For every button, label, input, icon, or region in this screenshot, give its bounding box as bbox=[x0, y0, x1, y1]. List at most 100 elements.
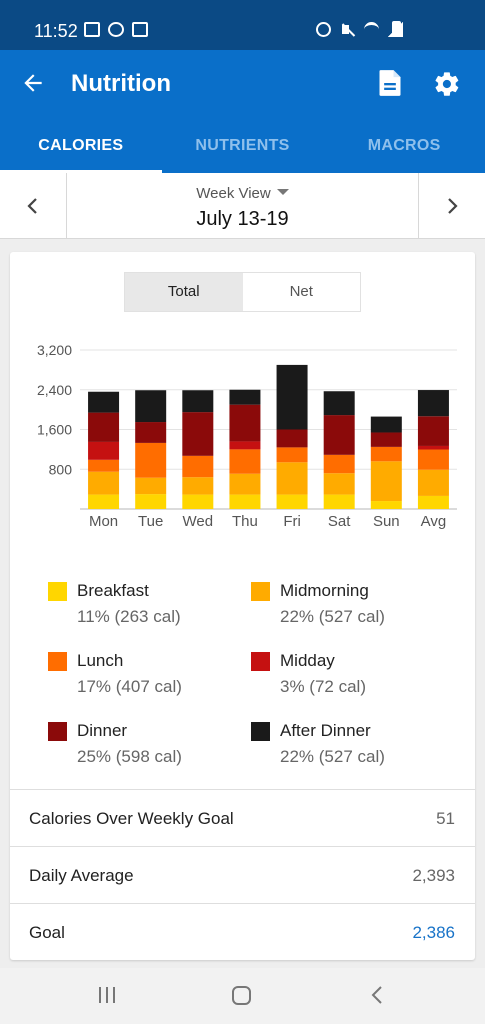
x-tick-label: Mon bbox=[89, 513, 118, 530]
system-nav-bar bbox=[0, 968, 485, 1024]
bar-segment bbox=[323, 454, 355, 474]
week-range: July 13-19 bbox=[196, 208, 289, 230]
toggle-net[interactable]: Net bbox=[289, 283, 313, 300]
notification-icons bbox=[84, 22, 148, 37]
tab-nutrients[interactable]: NUTRIENTS bbox=[195, 137, 290, 154]
legend-name: Breakfast bbox=[77, 581, 149, 600]
gear-icon[interactable] bbox=[433, 70, 461, 98]
toggle-total[interactable]: Total bbox=[125, 273, 243, 311]
bar-segment bbox=[323, 415, 355, 455]
bar-segment bbox=[370, 446, 402, 462]
summary-value[interactable]: 2,386 bbox=[412, 923, 455, 942]
bar-segment bbox=[182, 477, 214, 495]
image-icon bbox=[132, 22, 148, 37]
bar-segment bbox=[417, 495, 449, 509]
legend-swatch bbox=[48, 722, 67, 741]
page-title: Nutrition bbox=[71, 70, 171, 97]
system-icons bbox=[316, 22, 403, 37]
status-time: 11:52 bbox=[34, 21, 78, 41]
bar-segment bbox=[370, 461, 402, 502]
bar-segment bbox=[323, 473, 355, 495]
tab-bar: CALORIES NUTRIENTS MACROS bbox=[0, 118, 485, 173]
home-icon[interactable] bbox=[231, 985, 253, 1007]
bar-segment bbox=[182, 390, 214, 413]
summary-value: 51 bbox=[436, 809, 455, 828]
bar-segment bbox=[417, 416, 449, 446]
x-tick-label: Sat bbox=[328, 513, 351, 530]
total-net-toggle: Total Net bbox=[124, 272, 361, 312]
legend-name: Midmorning bbox=[280, 581, 369, 600]
battery-icon bbox=[392, 21, 401, 37]
tab-calories[interactable]: CALORIES bbox=[0, 118, 162, 173]
legend-name: Midday bbox=[280, 651, 335, 670]
legend-value: 22% (527 cal) bbox=[280, 747, 385, 766]
recent-apps-icon[interactable] bbox=[97, 985, 117, 1005]
bar-segment bbox=[370, 416, 402, 433]
bar-segment bbox=[229, 473, 261, 495]
x-tick-label: Sun bbox=[373, 513, 400, 530]
x-tick-label: Wed bbox=[183, 513, 214, 530]
bar-segment bbox=[229, 404, 261, 442]
y-tick-label: 800 bbox=[49, 461, 73, 477]
legend-value: 3% (72 cal) bbox=[280, 677, 366, 696]
summary-value: 2,393 bbox=[412, 866, 455, 885]
x-tick-label: Tue bbox=[138, 513, 163, 530]
gallery-icon bbox=[84, 22, 100, 37]
summary-list: Calories Over Weekly Goal 51 Daily Average… bbox=[10, 789, 475, 960]
legend-value: 22% (527 cal) bbox=[280, 607, 385, 626]
bar-segment bbox=[323, 494, 355, 509]
legend-name: After Dinner bbox=[280, 721, 371, 740]
bar-segment bbox=[370, 501, 402, 509]
x-tick-label: Avg bbox=[421, 513, 447, 530]
x-tick-label: Thu bbox=[232, 513, 258, 530]
week-view-dropdown[interactable]: Week View bbox=[0, 185, 485, 202]
bar-segment bbox=[229, 494, 261, 509]
legend-swatch bbox=[251, 722, 270, 741]
bar-segment bbox=[88, 459, 120, 472]
y-tick-label: 1,600 bbox=[37, 422, 72, 438]
bar-segment bbox=[276, 429, 308, 448]
legend-swatch bbox=[48, 652, 67, 671]
tab-macros[interactable]: MACROS bbox=[367, 137, 441, 154]
legend-value: 25% (598 cal) bbox=[77, 747, 182, 766]
report-icon[interactable] bbox=[378, 69, 402, 97]
calories-card: Total Net 3,200 2,400 1,600 800 Mon Tue Wed Thu… bbox=[10, 252, 475, 960]
bar-segment bbox=[323, 391, 355, 416]
app-bar: Nutrition bbox=[0, 50, 485, 118]
summary-row: Calories Over Weekly Goal 51 bbox=[10, 789, 475, 846]
bar-segment bbox=[135, 442, 167, 478]
bar-segment bbox=[276, 494, 308, 509]
bar-segment bbox=[182, 412, 214, 456]
bar-segment bbox=[135, 390, 167, 423]
wifi-icon bbox=[364, 22, 379, 37]
week-navigator: Week View July 13-19 bbox=[0, 173, 485, 239]
bar-segment bbox=[417, 449, 449, 470]
summary-row: Daily Average 2,393 bbox=[10, 846, 475, 903]
back-nav-icon[interactable] bbox=[370, 985, 384, 1005]
bar-segment bbox=[88, 494, 120, 509]
bar-segment bbox=[182, 455, 214, 478]
legend-value: 11% (263 cal) bbox=[77, 607, 181, 626]
bar-segment bbox=[88, 412, 120, 442]
caret-down-icon bbox=[276, 189, 289, 195]
summary-label: Calories Over Weekly Goal bbox=[29, 809, 234, 828]
bar-segment bbox=[135, 494, 167, 509]
bar-segment bbox=[417, 469, 449, 496]
mute-icon bbox=[340, 22, 355, 37]
bar-segment bbox=[135, 477, 167, 495]
back-arrow-icon[interactable] bbox=[20, 70, 46, 96]
y-tick-label: 2,400 bbox=[37, 382, 72, 398]
bar-segment bbox=[417, 445, 449, 450]
next-week-button[interactable] bbox=[418, 173, 485, 239]
bar-segment bbox=[370, 432, 402, 447]
previous-week-button[interactable] bbox=[0, 173, 67, 239]
x-tick-label: Fri bbox=[283, 513, 301, 530]
chevron-right-icon bbox=[448, 198, 458, 214]
legend-swatch bbox=[48, 582, 67, 601]
messenger-icon bbox=[108, 22, 124, 37]
bar-segment bbox=[229, 441, 261, 450]
bar-segment bbox=[229, 449, 261, 474]
summary-row[interactable]: Goal 2,386 bbox=[10, 903, 475, 960]
summary-label: Goal bbox=[29, 923, 65, 942]
bar-segment bbox=[276, 364, 308, 430]
